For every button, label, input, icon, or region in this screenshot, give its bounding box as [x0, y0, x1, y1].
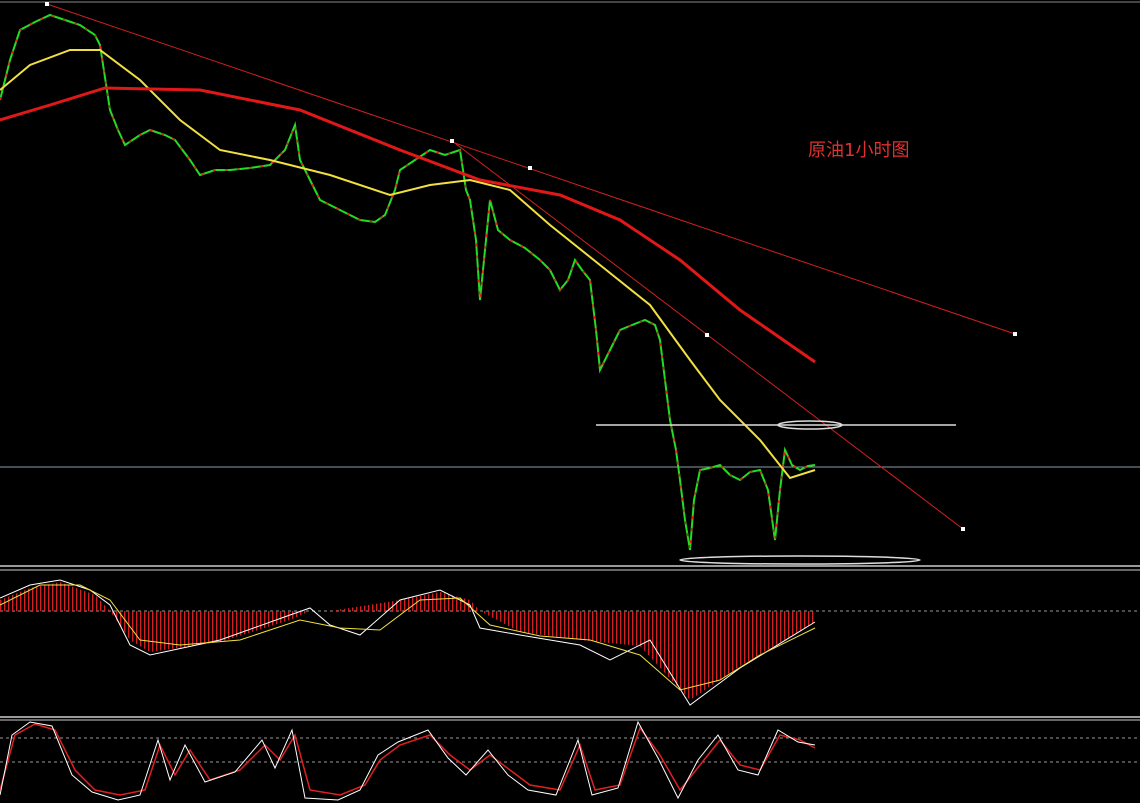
macd-signal	[0, 584, 816, 691]
price-path-bear	[0, 14, 816, 551]
trend-anchor	[961, 527, 965, 531]
moving-average-slow	[0, 86, 816, 364]
macd-histogram	[0, 582, 815, 700]
macd-line	[0, 579, 816, 706]
trend-anchor	[705, 333, 709, 337]
trend-anchor	[528, 166, 532, 170]
support-ellipse	[679, 555, 921, 565]
moving-average-fast	[0, 49, 816, 480]
resistance-ellipse	[777, 420, 843, 430]
trend-anchor	[450, 139, 454, 143]
annotation: 原油1小时图	[808, 140, 909, 161]
stoch-main	[0, 720, 816, 801]
trend-anchor	[1013, 332, 1017, 336]
trend-anchor	[45, 2, 49, 6]
